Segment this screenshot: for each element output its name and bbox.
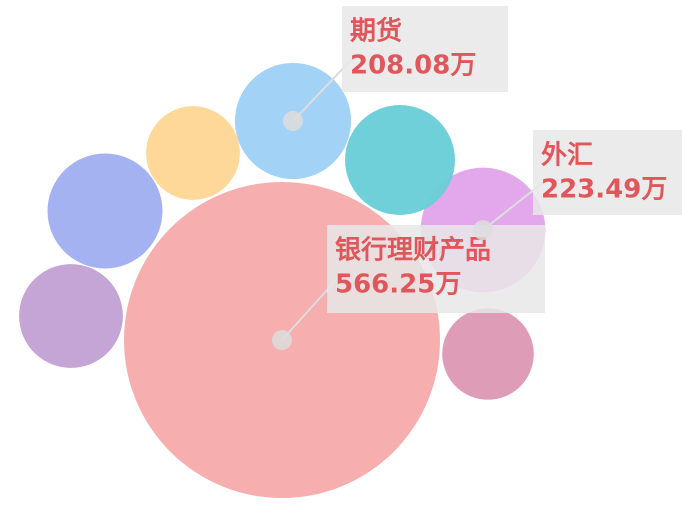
label-value: 208.08万 <box>350 51 476 81</box>
label-value: 566.25万 <box>335 270 461 300</box>
bubble <box>442 308 534 400</box>
center-dot <box>272 330 292 350</box>
label-name: 银行理财产品 <box>335 235 491 266</box>
label-name: 期货 <box>350 16 402 47</box>
bubble <box>47 153 163 269</box>
label-name: 外汇 <box>541 141 593 171</box>
center-dot <box>283 111 303 131</box>
label-box <box>533 130 682 215</box>
center-dot <box>473 220 493 240</box>
bubble <box>146 106 240 200</box>
label-value: 223.49万 <box>541 175 667 205</box>
bubble <box>19 264 123 368</box>
label-box <box>327 225 545 313</box>
label-box <box>342 6 508 92</box>
bubble <box>345 105 455 215</box>
